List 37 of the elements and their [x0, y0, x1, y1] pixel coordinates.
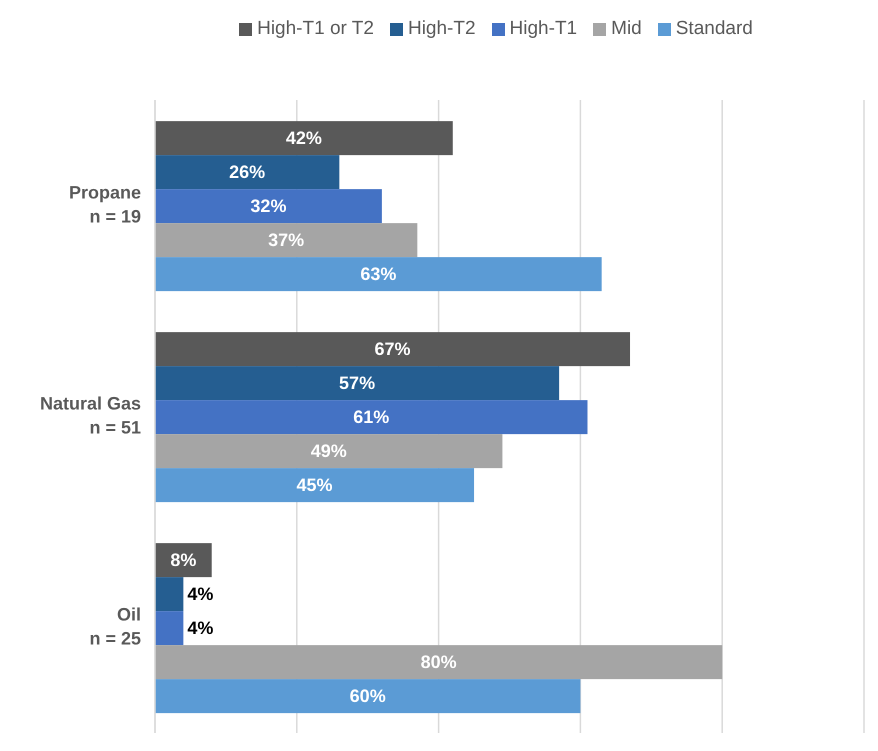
bar	[155, 400, 588, 434]
data-label: 45%	[296, 475, 333, 496]
data-label: 26%	[229, 162, 266, 182]
bar	[155, 645, 722, 680]
bar	[155, 434, 502, 468]
data-label: 4%	[187, 618, 214, 638]
data-label: 67%	[374, 339, 411, 360]
data-label: 49%	[310, 441, 347, 462]
bar	[155, 121, 453, 156]
bar	[155, 332, 630, 366]
data-label: 37%	[268, 230, 304, 250]
y-tick-label: Natural Gas n = 51	[40, 393, 141, 438]
legend-label: High-T2	[406, 18, 476, 40]
data-label: 60%	[350, 686, 386, 706]
bar	[155, 679, 580, 714]
legend-label: Standard	[674, 18, 753, 40]
data-label: 32%	[250, 196, 286, 216]
bar	[155, 223, 418, 258]
bar	[155, 155, 340, 190]
y-tick-label: Propane n = 19	[68, 182, 141, 226]
bar	[155, 611, 184, 646]
data-label: 8%	[170, 550, 196, 570]
y-tick-label: Oil n = 25	[89, 604, 141, 648]
legend-label: High-T1 or T2	[256, 18, 374, 40]
data-label: 80%	[420, 652, 457, 672]
bar	[155, 468, 474, 502]
bar	[155, 257, 602, 292]
data-label: 57%	[339, 373, 376, 394]
bar	[155, 577, 184, 612]
legend-label: Mid	[610, 18, 642, 40]
data-label: 61%	[353, 407, 390, 428]
bar	[155, 366, 560, 400]
data-label: 63%	[360, 264, 396, 284]
data-label: 4%	[187, 584, 214, 604]
legend-label: High-T1	[508, 18, 578, 40]
data-label: 42%	[286, 128, 322, 148]
bar	[155, 189, 382, 224]
